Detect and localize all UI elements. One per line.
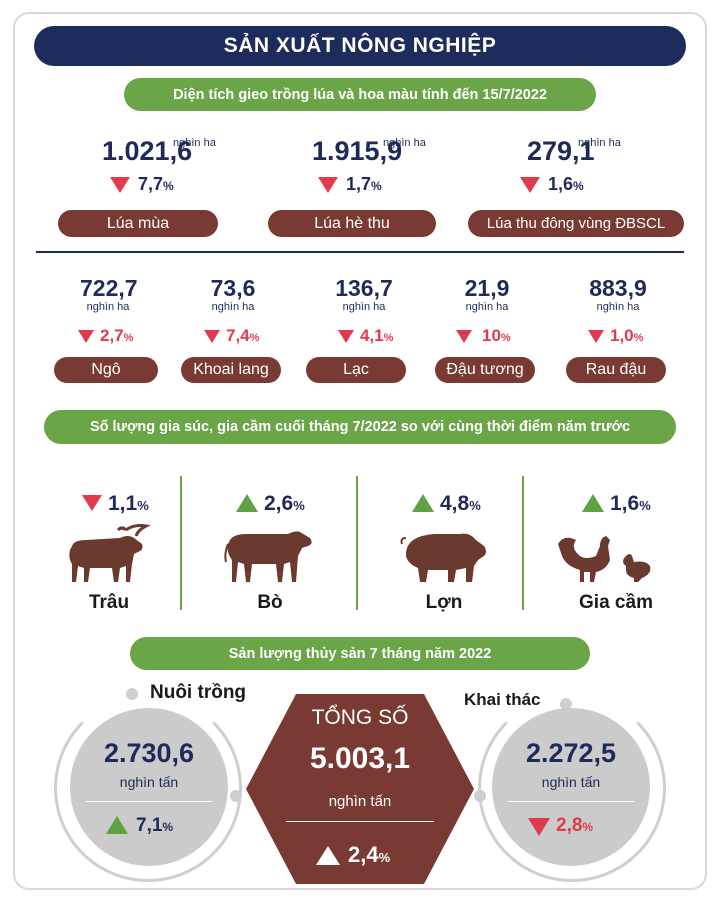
crop-value: 883,9 — [589, 275, 647, 301]
crop-change: 10% — [482, 326, 511, 345]
total-change: 2,4% — [348, 842, 391, 867]
divider-line — [508, 801, 634, 802]
section-divider — [36, 251, 684, 253]
ring-dot — [474, 790, 486, 802]
total-value: 5.003,1 — [309, 742, 411, 775]
crop-change: 1,0% — [610, 326, 644, 345]
up-arrow-icon — [316, 846, 340, 865]
down-arrow-icon — [528, 818, 550, 836]
area-section-header: Diện tích gieo trồng lúa và hoa màu tính… — [124, 78, 596, 111]
cow-icon — [224, 531, 312, 582]
pig-icon — [400, 533, 486, 582]
down-arrow-icon — [110, 177, 130, 193]
total-label: TỔNG SỐ — [311, 706, 409, 729]
poultry-icon — [558, 536, 651, 582]
rice-unit: nghìn ha — [578, 137, 621, 149]
down-arrow-icon — [520, 177, 540, 193]
livestock-label: Gia cầm — [579, 592, 653, 613]
crop-change: 7,4% — [226, 326, 260, 345]
down-arrow-icon — [456, 330, 472, 343]
aquaculture-change: 7,1% — [136, 815, 174, 836]
ring-dot — [126, 688, 138, 700]
livestock-change: 4,8% — [440, 492, 481, 515]
column-divider — [522, 476, 524, 610]
total-unit: nghìn tấn — [328, 793, 392, 810]
aquaculture-value: 2.730,6 — [103, 738, 195, 768]
rice-value: 1.021,6 — [102, 136, 193, 166]
hexagon-shape — [246, 694, 474, 884]
crop-change: 2,7% — [100, 326, 134, 345]
livestock-section-header: Số lượng gia súc, gia cầm cuối tháng 7/2… — [44, 410, 676, 444]
livestock-label: Bò — [257, 592, 283, 613]
divider-line — [86, 801, 212, 802]
crop-unit: nghìn ha — [465, 301, 509, 313]
column-divider — [180, 476, 182, 610]
down-arrow-icon — [82, 495, 102, 511]
crop-value: 722,7 — [80, 275, 138, 301]
livestock-change: 1,1% — [108, 492, 149, 515]
divider-line — [286, 821, 434, 822]
capture-unit: nghìn tấn — [541, 774, 601, 790]
rice-change: 1,7% — [346, 174, 382, 194]
page-title: SẢN XUẤT NÔNG NGHIỆP — [34, 26, 686, 66]
crop-unit: nghìn ha — [86, 301, 130, 313]
livestock-change: 2,6% — [264, 492, 305, 515]
up-arrow-icon — [582, 494, 604, 512]
crop-label: Ngô — [54, 357, 158, 383]
up-arrow-icon — [236, 494, 258, 512]
down-arrow-icon — [588, 330, 604, 343]
circle-fill — [492, 708, 650, 866]
crop-value: 73,6 — [210, 275, 256, 301]
capture-label: Khai thác — [464, 690, 541, 709]
crop-value: 21,9 — [464, 275, 510, 301]
fishery-section-header: Sản lượng thủy sản 7 tháng năm 2022 — [130, 637, 590, 670]
ring-dot — [560, 698, 572, 710]
crop-value: 136,7 — [335, 275, 393, 301]
crop-label: Rau đậu — [566, 357, 666, 383]
up-arrow-icon — [412, 494, 434, 512]
crop-change: 4,1% — [360, 326, 394, 345]
crop-unit: nghìn ha — [596, 301, 640, 313]
capture-change: 2,8% — [556, 815, 594, 836]
crop-label: Lạc — [306, 357, 406, 383]
circle-fill — [70, 708, 228, 866]
circle-ring — [54, 694, 242, 882]
rice-unit: nghìn ha — [173, 137, 216, 149]
down-arrow-icon — [318, 177, 338, 193]
down-arrow-icon — [204, 330, 220, 343]
rice-label: Lúa mùa — [58, 210, 218, 237]
ring-dot — [230, 790, 242, 802]
aquaculture-unit: nghìn tấn — [119, 774, 179, 790]
outer-frame — [13, 12, 707, 890]
livestock-change: 1,6% — [610, 492, 651, 515]
column-divider — [356, 476, 358, 610]
rice-label: Lúa thu đông vùng ĐBSCL — [468, 210, 684, 237]
rice-unit: nghìn ha — [383, 137, 426, 149]
livestock-label: Trâu — [88, 592, 130, 613]
rice-value: 1.915,9 — [312, 136, 403, 166]
down-arrow-icon — [78, 330, 94, 343]
buffalo-icon — [69, 524, 151, 582]
rice-label: Lúa hè thu — [268, 210, 436, 237]
crop-unit: nghìn ha — [342, 301, 386, 313]
crop-label: Khoai lang — [181, 357, 281, 383]
aquaculture-label: Nuôi trồng — [150, 682, 247, 703]
rice-change: 1,6% — [548, 174, 584, 194]
livestock-label: Lợn — [425, 592, 463, 613]
rice-value: 279,1 — [527, 136, 595, 166]
crop-unit: nghìn ha — [211, 301, 255, 313]
rice-change: 7,7% — [138, 174, 174, 194]
circle-ring — [478, 694, 666, 882]
crop-label: Đậu tương — [435, 357, 535, 383]
down-arrow-icon — [338, 330, 354, 343]
capture-value: 2.272,5 — [525, 738, 617, 768]
up-arrow-icon — [106, 816, 128, 834]
